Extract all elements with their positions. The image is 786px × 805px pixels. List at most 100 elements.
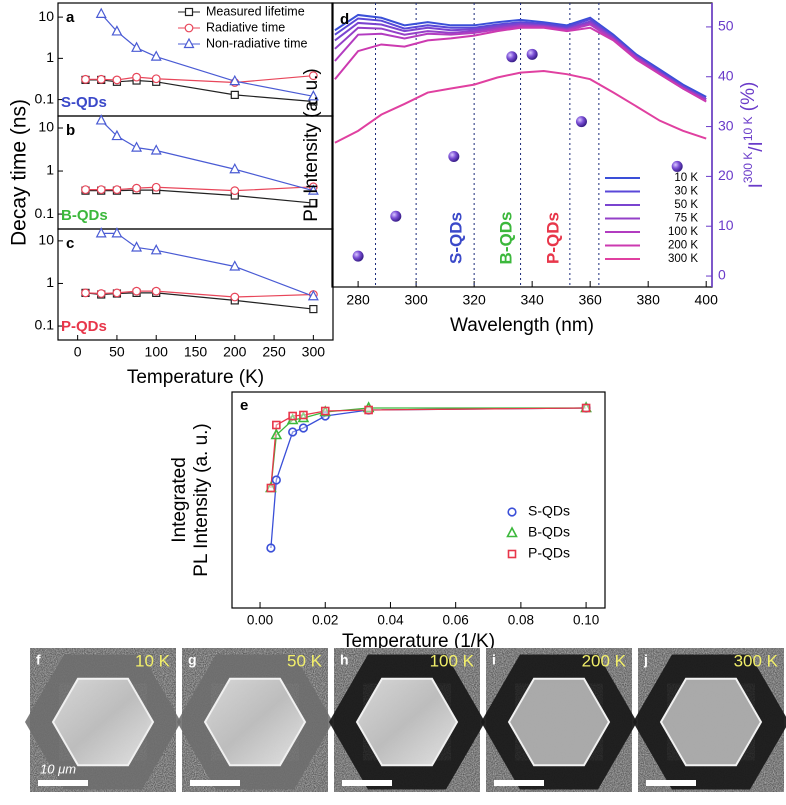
y-tick-label: 10 (38, 8, 54, 24)
panel-letter: g (188, 652, 197, 668)
marker-circle (81, 185, 90, 195)
marker-circle (151, 286, 161, 296)
x-tick-label: 0.06 (443, 613, 469, 628)
marker-triangle (111, 129, 123, 141)
legend-label: 10 K (674, 172, 698, 184)
x-axis-label: Temperature (1/K) (342, 631, 495, 652)
panel-letter: h (340, 652, 349, 668)
marker-triangle (131, 141, 143, 152)
marker-circle (81, 288, 90, 298)
x-tick-label: 360 (578, 292, 602, 308)
y2-tick-label: 30 (718, 117, 734, 133)
legend-label: 300 K (668, 253, 698, 265)
scale-bar (190, 780, 240, 786)
marker-circle (151, 182, 161, 192)
marker-triangle (150, 244, 162, 255)
x-tick-label: 0.02 (312, 613, 338, 628)
marker-circle (288, 427, 298, 437)
y-axis-label: PL Intensity (a. u.) (301, 68, 322, 221)
x-axis-label: Temperature (K) (127, 367, 264, 388)
crystal-texture (363, 683, 451, 761)
series-line (100, 119, 314, 192)
micrograph: g 50 K (177, 648, 333, 792)
marker-circle (96, 185, 106, 195)
legend-label: 75 K (674, 213, 698, 225)
marker-square (364, 405, 373, 415)
y2-tick-label: 40 (718, 67, 734, 83)
marker-square (272, 420, 281, 430)
panel-letter: j (643, 652, 648, 668)
temperature-label: 10 K (135, 651, 171, 670)
plot-frame (231, 391, 606, 609)
legend-label: Radiative time (206, 20, 285, 34)
marker-triangle (111, 227, 123, 238)
ratio-point (352, 250, 364, 262)
legend-label: Non-radiative time (206, 36, 307, 50)
marker-circle (298, 423, 309, 433)
marker-triangle (229, 260, 241, 271)
fit-line (270, 407, 587, 489)
panel-letter: e (240, 397, 248, 414)
x-tick-label: 380 (637, 292, 661, 308)
x-tick-label: 100 (145, 344, 169, 360)
region-label: B-QDs (496, 212, 515, 265)
marker-square (266, 483, 276, 493)
x-tick-label: 0.08 (508, 613, 534, 628)
x-tick-label: 340 (520, 292, 544, 308)
marker-square (288, 411, 297, 421)
x-tick-label: 0 (74, 344, 82, 360)
marker-triangle (229, 162, 241, 174)
panel-letter: c (66, 235, 74, 252)
y-tick-label: 0.1 (35, 317, 55, 333)
marker-circle (151, 74, 161, 84)
marker-triangle (95, 227, 107, 238)
marker-square (309, 198, 318, 208)
marker-circle (132, 72, 141, 82)
marker-circle (230, 292, 240, 302)
y2-axis-label-part: 300 K (741, 152, 755, 183)
temperature-label: 100 K (430, 651, 475, 670)
x-tick-label: 50 (109, 344, 125, 360)
marker-circle (266, 543, 276, 553)
legend-label: S-QDs (528, 503, 570, 519)
scale-bar-label: 10 μm (40, 761, 76, 776)
y2-tick-label: 0 (718, 267, 726, 283)
marker-triangle (297, 411, 310, 423)
marker-triangle (150, 144, 162, 155)
marker-triangle (307, 289, 319, 301)
ratio-point (390, 210, 402, 222)
micrograph: f 10 K (25, 648, 181, 792)
ratio-point (448, 150, 460, 162)
marker-circle (81, 74, 90, 84)
marker-triangle (506, 526, 518, 538)
panel-letter: f (36, 652, 41, 668)
spectrum-line (334, 26, 707, 103)
y-tick-label: 0.1 (35, 90, 55, 106)
temperature-label: 300 K (734, 651, 779, 670)
legend-label: B-QDs (528, 524, 570, 540)
marker-circle (184, 23, 194, 33)
y2-axis-label: I300 K/I10 K (%) (738, 82, 767, 189)
marker-square (299, 410, 308, 420)
panel-label: S-QDs (61, 94, 107, 111)
marker-circle (308, 71, 318, 81)
y-axis-label: PL Intensity (a. u.) (191, 423, 212, 576)
legend-label: 30 K (674, 186, 698, 198)
scale-bar (38, 780, 88, 786)
marker-triangle (95, 114, 107, 125)
marker-circle (96, 289, 106, 298)
ratio-point (526, 48, 538, 60)
y2-axis-label-part: I (746, 183, 767, 188)
y2-axis-label-part: 10 K (741, 116, 755, 141)
y2-tick-label: 20 (718, 167, 734, 183)
spectrum-line (334, 70, 707, 144)
crystal-texture (211, 683, 299, 761)
series-line (100, 13, 314, 97)
panel-letter: d (340, 11, 349, 28)
temperature-label: 50 K (287, 651, 323, 670)
x-tick-label: 280 (346, 292, 370, 308)
scale-bar (494, 780, 544, 786)
micrograph: h 100 K (329, 648, 485, 792)
crystal-texture (59, 683, 147, 761)
legend-label: 200 K (668, 240, 698, 252)
